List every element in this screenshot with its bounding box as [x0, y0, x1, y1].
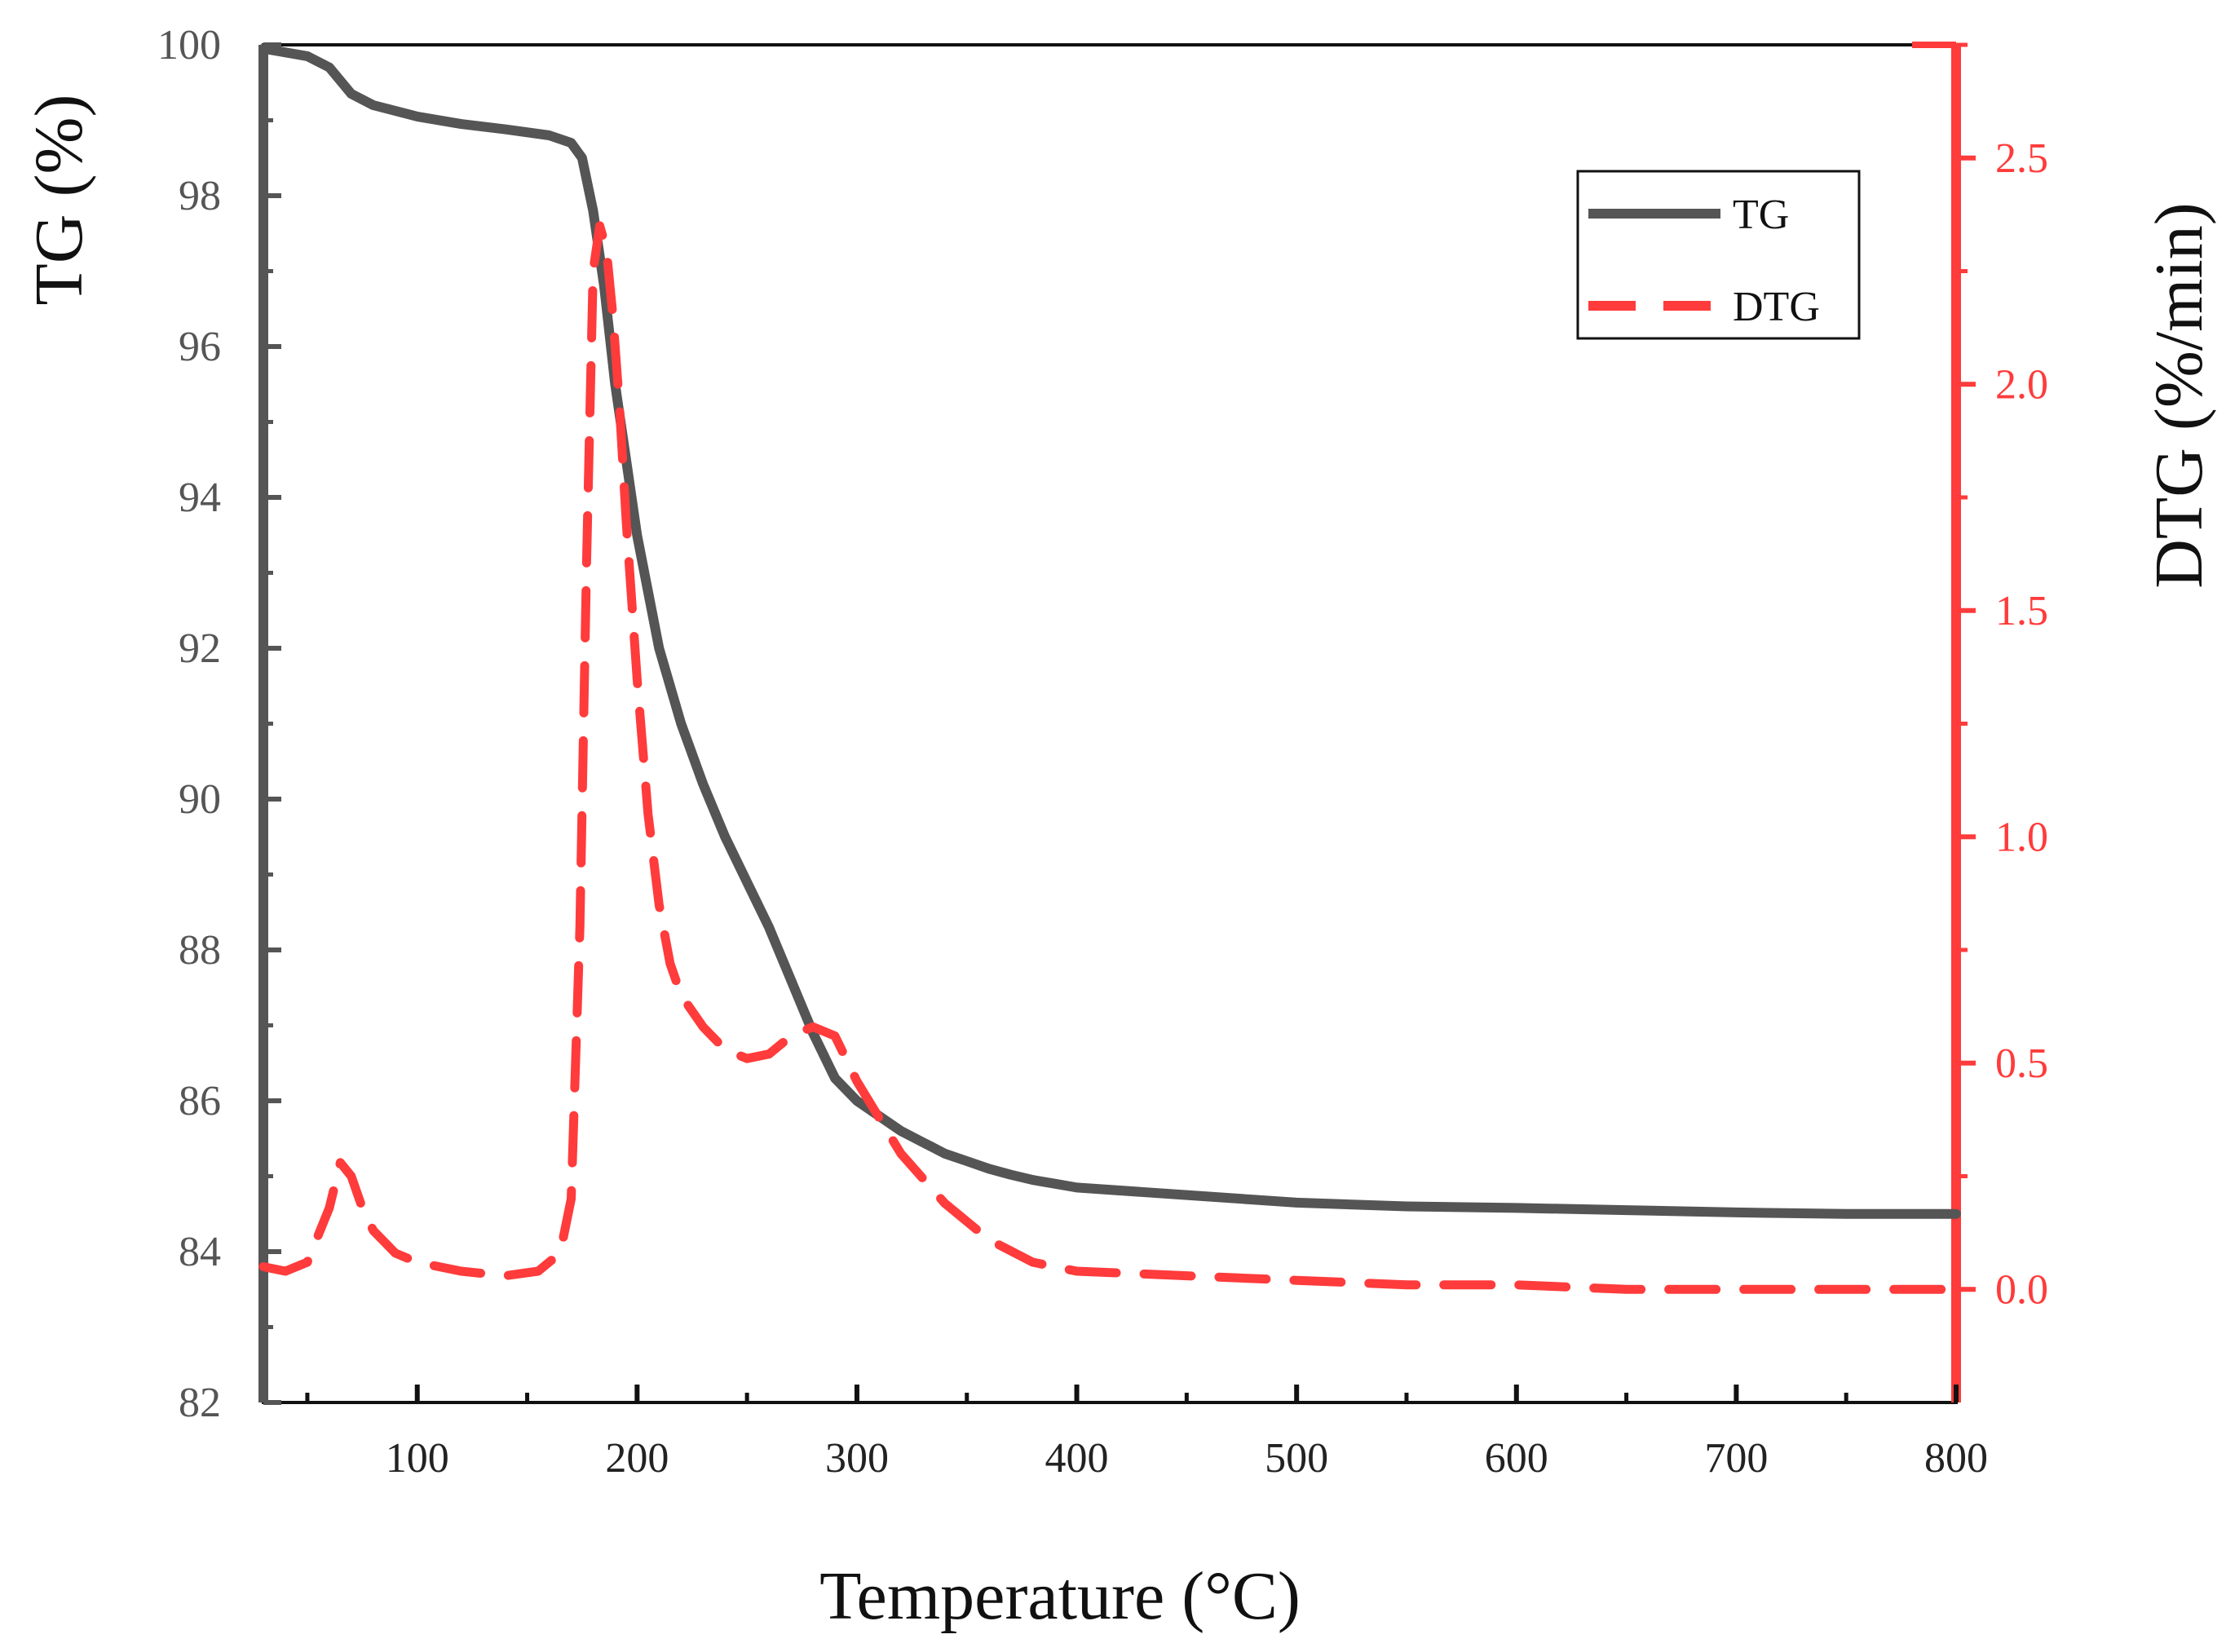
series-layer — [258, 43, 1961, 1294]
x-tick-label: 800 — [1924, 1435, 1988, 1482]
y-right-tick-label: 0.0 — [1995, 1266, 2048, 1313]
x-tick-label: 600 — [1485, 1435, 1548, 1482]
y-right-tick-label: 1.5 — [1995, 588, 2048, 634]
x-tick-label: 200 — [605, 1435, 669, 1482]
x-tick-label: 100 — [386, 1435, 449, 1482]
x-tick-label: 400 — [1045, 1435, 1109, 1482]
y-right-tick-label: 2.0 — [1995, 361, 2048, 408]
tg-series-line — [258, 43, 1961, 1219]
y-left-tick-label: 92 — [179, 625, 221, 672]
y-left-tick-label: 86 — [179, 1078, 221, 1124]
legend: TG DTG — [1576, 170, 1861, 340]
bottom-axis-ticks: 100 200 300 400 500 600 700 800 — [305, 1385, 1988, 1482]
legend-dtg-label: DTG — [1733, 284, 1820, 330]
y-left-tick-label: 100 — [157, 22, 221, 68]
x-tick-label: 700 — [1704, 1435, 1768, 1482]
y-right-tick-label: 2.5 — [1995, 135, 2048, 182]
y-axis-left-title: TG (%) — [21, 95, 97, 306]
y-left-tick-label: 94 — [179, 475, 221, 521]
y-left-tick-label: 88 — [179, 927, 221, 974]
y-left-tick-label: 84 — [179, 1229, 221, 1275]
y-left-tick-label: 96 — [179, 324, 221, 370]
legend-tg-label: TG — [1733, 192, 1789, 238]
y-left-tick-label: 98 — [179, 173, 221, 219]
y-right-tick-label: 1.0 — [1995, 814, 2048, 860]
y-axis-right-title: DTG (%/min) — [2141, 202, 2217, 589]
y-left-tick-label: 82 — [179, 1380, 221, 1426]
left-axis-ticks: 82 84 86 88 90 92 94 96 98 100 — [157, 22, 281, 1426]
dtg-series-line — [258, 221, 1961, 1294]
x-tick-label: 500 — [1265, 1435, 1328, 1482]
x-tick-label: 300 — [825, 1435, 889, 1482]
y-right-tick-label: 0.5 — [1995, 1040, 2048, 1087]
x-axis-title: Temperature (°C) — [819, 1558, 1301, 1634]
y-left-tick-label: 90 — [179, 776, 221, 823]
right-axis-ticks: 0.0 0.5 1.0 1.5 2.0 2.5 — [1956, 42, 2048, 1313]
